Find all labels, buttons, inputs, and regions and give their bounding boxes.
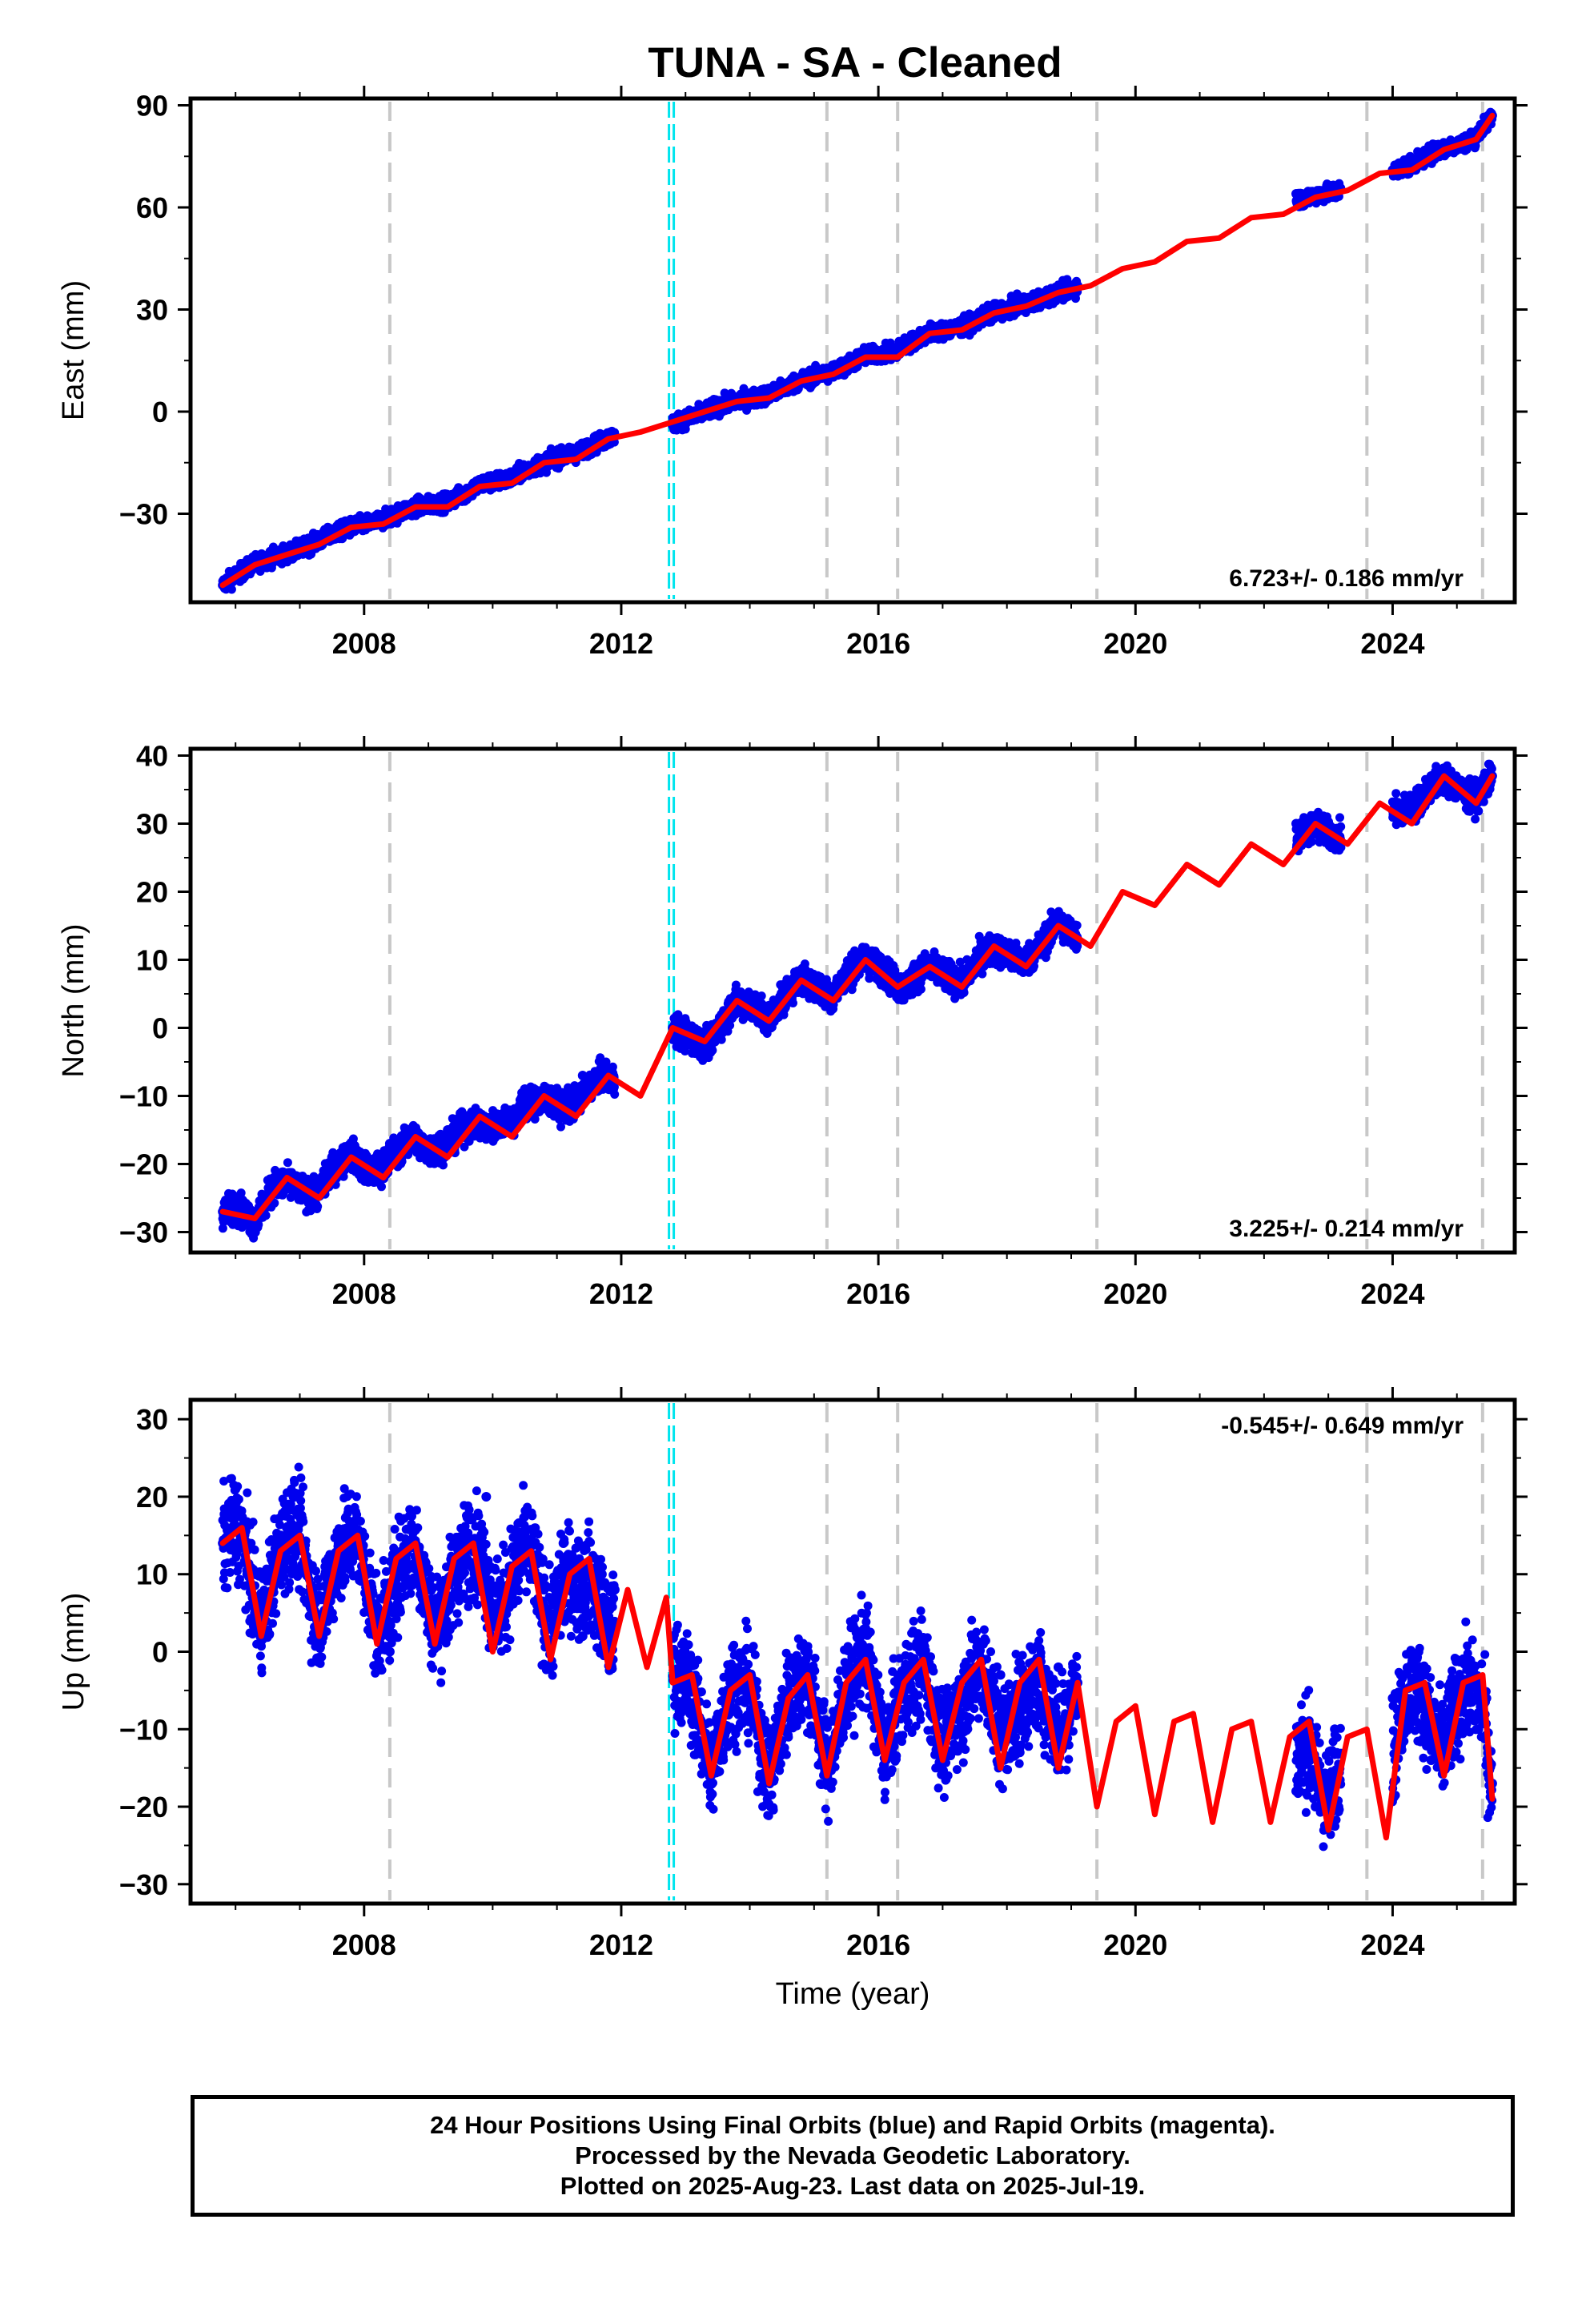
y-axis-label: East (mm) — [57, 280, 90, 420]
velocity-rate-label: 6.723+/- 0.186 mm/yr — [1229, 565, 1464, 592]
series-point — [1426, 144, 1436, 155]
east-panel: 2008 2012 2016 2020 2024 −30 0 30 60 90 East (mm) 6… — [57, 86, 1528, 660]
series-point — [443, 492, 453, 502]
series-point — [899, 335, 909, 345]
north-panel: 2008 2012 2016 2020 2024−30−20−10010203040No… — [57, 736, 1528, 1310]
series-point — [1291, 189, 1302, 199]
series-point — [880, 345, 890, 356]
plot-frame — [188, 96, 1517, 605]
data-point — [313, 1202, 323, 1211]
x-tick-label: 2024 — [1360, 627, 1424, 660]
series-point — [577, 440, 588, 451]
y-tick-label: 30 — [136, 294, 168, 327]
series-point — [1407, 155, 1417, 165]
x-tick-label: 2020 — [1103, 627, 1167, 660]
data-point-cloud — [218, 759, 1497, 1243]
data-point — [261, 1211, 271, 1220]
x-tick-label: 2008 — [332, 627, 396, 660]
y-tick-label: −30 — [119, 498, 168, 531]
y-tick-label: 0 — [152, 396, 168, 428]
data-point — [270, 1198, 279, 1208]
data-point — [1071, 294, 1080, 304]
data-point — [283, 1158, 292, 1168]
series-point — [500, 471, 511, 481]
y-tick-label: 90 — [136, 90, 168, 123]
data-point — [227, 585, 236, 594]
x-tick-label: 2012 — [589, 627, 653, 660]
series-point — [520, 461, 530, 471]
data-point-cloud — [218, 107, 1497, 594]
x-tick-label: 2016 — [846, 627, 910, 660]
data-point — [218, 1224, 227, 1233]
series-point — [558, 448, 568, 457]
y-tick-label: 60 — [136, 191, 168, 224]
model-line — [219, 112, 1496, 589]
series-point — [481, 475, 492, 485]
figure-title: TUNA - SA - Cleaned — [648, 39, 1062, 86]
